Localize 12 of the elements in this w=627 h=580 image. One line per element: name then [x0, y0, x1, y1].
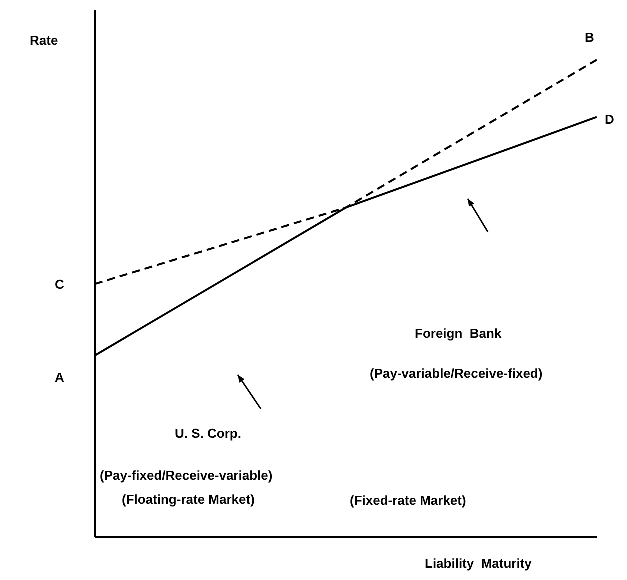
text: B	[585, 30, 594, 45]
x-axis-title: Liability Maturity	[425, 556, 533, 571]
text: C	[55, 277, 65, 292]
annotation: (Floating-rate Market)	[122, 492, 255, 507]
y-axis-title: Rate	[30, 33, 58, 48]
text: A	[55, 370, 65, 385]
annotation: (Pay-fixed/Receive-variable)	[100, 468, 273, 483]
annotation: (Pay-variable/Receive-fixed)	[370, 366, 543, 381]
annotation: U. S. Corp.	[175, 426, 242, 441]
annotation: (Fixed-rate Market)	[350, 493, 466, 508]
text: D	[605, 112, 614, 127]
annotation: Foreign Bank	[415, 326, 502, 341]
